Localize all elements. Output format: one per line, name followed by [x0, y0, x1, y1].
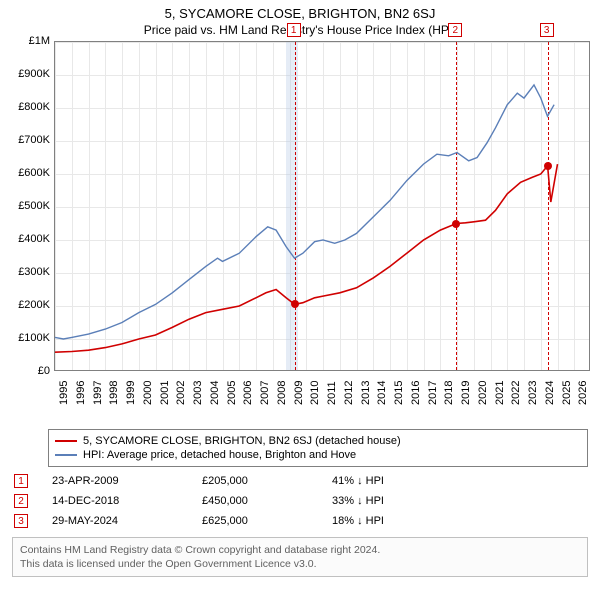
x-tick-label: 1997 [92, 381, 104, 405]
x-tick-label: 1996 [75, 381, 87, 405]
x-tick-label: 2009 [293, 381, 305, 405]
x-tick-label: 1995 [58, 381, 70, 405]
x-tick-label: 2016 [410, 381, 422, 405]
event-delta: 18% ↓ HPI [332, 515, 384, 527]
attribution-footer: Contains HM Land Registry data © Crown c… [12, 537, 588, 577]
x-tick-label: 2003 [192, 381, 204, 405]
y-tick-label: £600K [6, 167, 50, 179]
legend-item: 5, SYCAMORE CLOSE, BRIGHTON, BN2 6SJ (de… [55, 434, 581, 448]
x-tick-label: 2015 [393, 381, 405, 405]
y-tick-label: £400K [6, 233, 50, 245]
chart-title: 5, SYCAMORE CLOSE, BRIGHTON, BN2 6SJ [0, 0, 600, 21]
sale-marker-dot [291, 300, 299, 308]
event-delta: 33% ↓ HPI [332, 495, 384, 507]
legend-label: 5, SYCAMORE CLOSE, BRIGHTON, BN2 6SJ (de… [83, 435, 401, 447]
footer-line: Contains HM Land Registry data © Crown c… [20, 543, 580, 557]
x-tick-label: 2023 [527, 381, 539, 405]
x-tick-label: 2010 [309, 381, 321, 405]
x-tick-label: 2007 [259, 381, 271, 405]
event-row: 2 14-DEC-2018 £450,000 33% ↓ HPI [12, 491, 588, 511]
x-tick-label: 2022 [510, 381, 522, 405]
event-date: 23-APR-2009 [52, 475, 202, 487]
x-tick-label: 2013 [360, 381, 372, 405]
legend: 5, SYCAMORE CLOSE, BRIGHTON, BN2 6SJ (de… [48, 429, 588, 467]
event-list: 1 23-APR-2009 £205,000 41% ↓ HPI 2 14-DE… [12, 471, 588, 531]
event-price: £205,000 [202, 475, 332, 487]
event-row: 1 23-APR-2009 £205,000 41% ↓ HPI [12, 471, 588, 491]
legend-swatch [55, 454, 77, 456]
y-tick-label: £800K [6, 101, 50, 113]
event-marker-1: 1 [14, 474, 28, 488]
legend-swatch [55, 440, 77, 442]
chart-marker-1: 1 [287, 23, 301, 37]
event-marker-2: 2 [14, 494, 28, 508]
x-tick-label: 2017 [427, 381, 439, 405]
x-tick-label: 2025 [561, 381, 573, 405]
event-date: 14-DEC-2018 [52, 495, 202, 507]
series-hpi [55, 85, 554, 339]
x-tick-label: 2026 [577, 381, 589, 405]
event-price: £450,000 [202, 495, 332, 507]
x-tick-label: 2024 [544, 381, 556, 405]
y-tick-label: £500K [6, 200, 50, 212]
x-tick-label: 2020 [477, 381, 489, 405]
x-tick-label: 2005 [226, 381, 238, 405]
y-tick-label: £0 [6, 365, 50, 377]
event-row: 3 29-MAY-2024 £625,000 18% ↓ HPI [12, 511, 588, 531]
chart-area: £0 £100K £200K £300K £400K £500K £600K £700K £80… [6, 41, 594, 421]
x-tick-label: 2000 [142, 381, 154, 405]
chart-marker-3: 3 [540, 23, 554, 37]
event-price: £625,000 [202, 515, 332, 527]
x-tick-label: 2008 [276, 381, 288, 405]
x-tick-label: 2019 [460, 381, 472, 405]
x-tick-label: 1999 [125, 381, 137, 405]
x-tick-label: 2021 [494, 381, 506, 405]
sale-marker-dot [544, 162, 552, 170]
x-tick-label: 2011 [326, 381, 338, 405]
plot-area [54, 41, 590, 371]
chart-marker-2: 2 [448, 23, 462, 37]
event-marker-3: 3 [14, 514, 28, 528]
y-tick-label: £100K [6, 332, 50, 344]
y-tick-label: £900K [6, 68, 50, 80]
x-tick-label: 2004 [209, 381, 221, 405]
x-tick-label: 2001 [159, 381, 171, 405]
legend-label: HPI: Average price, detached house, Brig… [83, 449, 356, 461]
x-tick-label: 2002 [175, 381, 187, 405]
footer-line: This data is licensed under the Open Gov… [20, 557, 580, 571]
y-tick-label: £200K [6, 299, 50, 311]
x-tick-label: 2006 [242, 381, 254, 405]
event-date: 29-MAY-2024 [52, 515, 202, 527]
chart-container: 5, SYCAMORE CLOSE, BRIGHTON, BN2 6SJ Pri… [0, 0, 600, 590]
x-tick-label: 2018 [443, 381, 455, 405]
x-tick-label: 1998 [108, 381, 120, 405]
legend-item: HPI: Average price, detached house, Brig… [55, 448, 581, 462]
series-price_paid [55, 164, 558, 352]
y-tick-label: £700K [6, 134, 50, 146]
x-tick-label: 2014 [376, 381, 388, 405]
y-tick-label: £1M [6, 35, 50, 47]
sale-marker-dot [452, 220, 460, 228]
x-tick-label: 2012 [343, 381, 355, 405]
y-tick-label: £300K [6, 266, 50, 278]
event-delta: 41% ↓ HPI [332, 475, 384, 487]
